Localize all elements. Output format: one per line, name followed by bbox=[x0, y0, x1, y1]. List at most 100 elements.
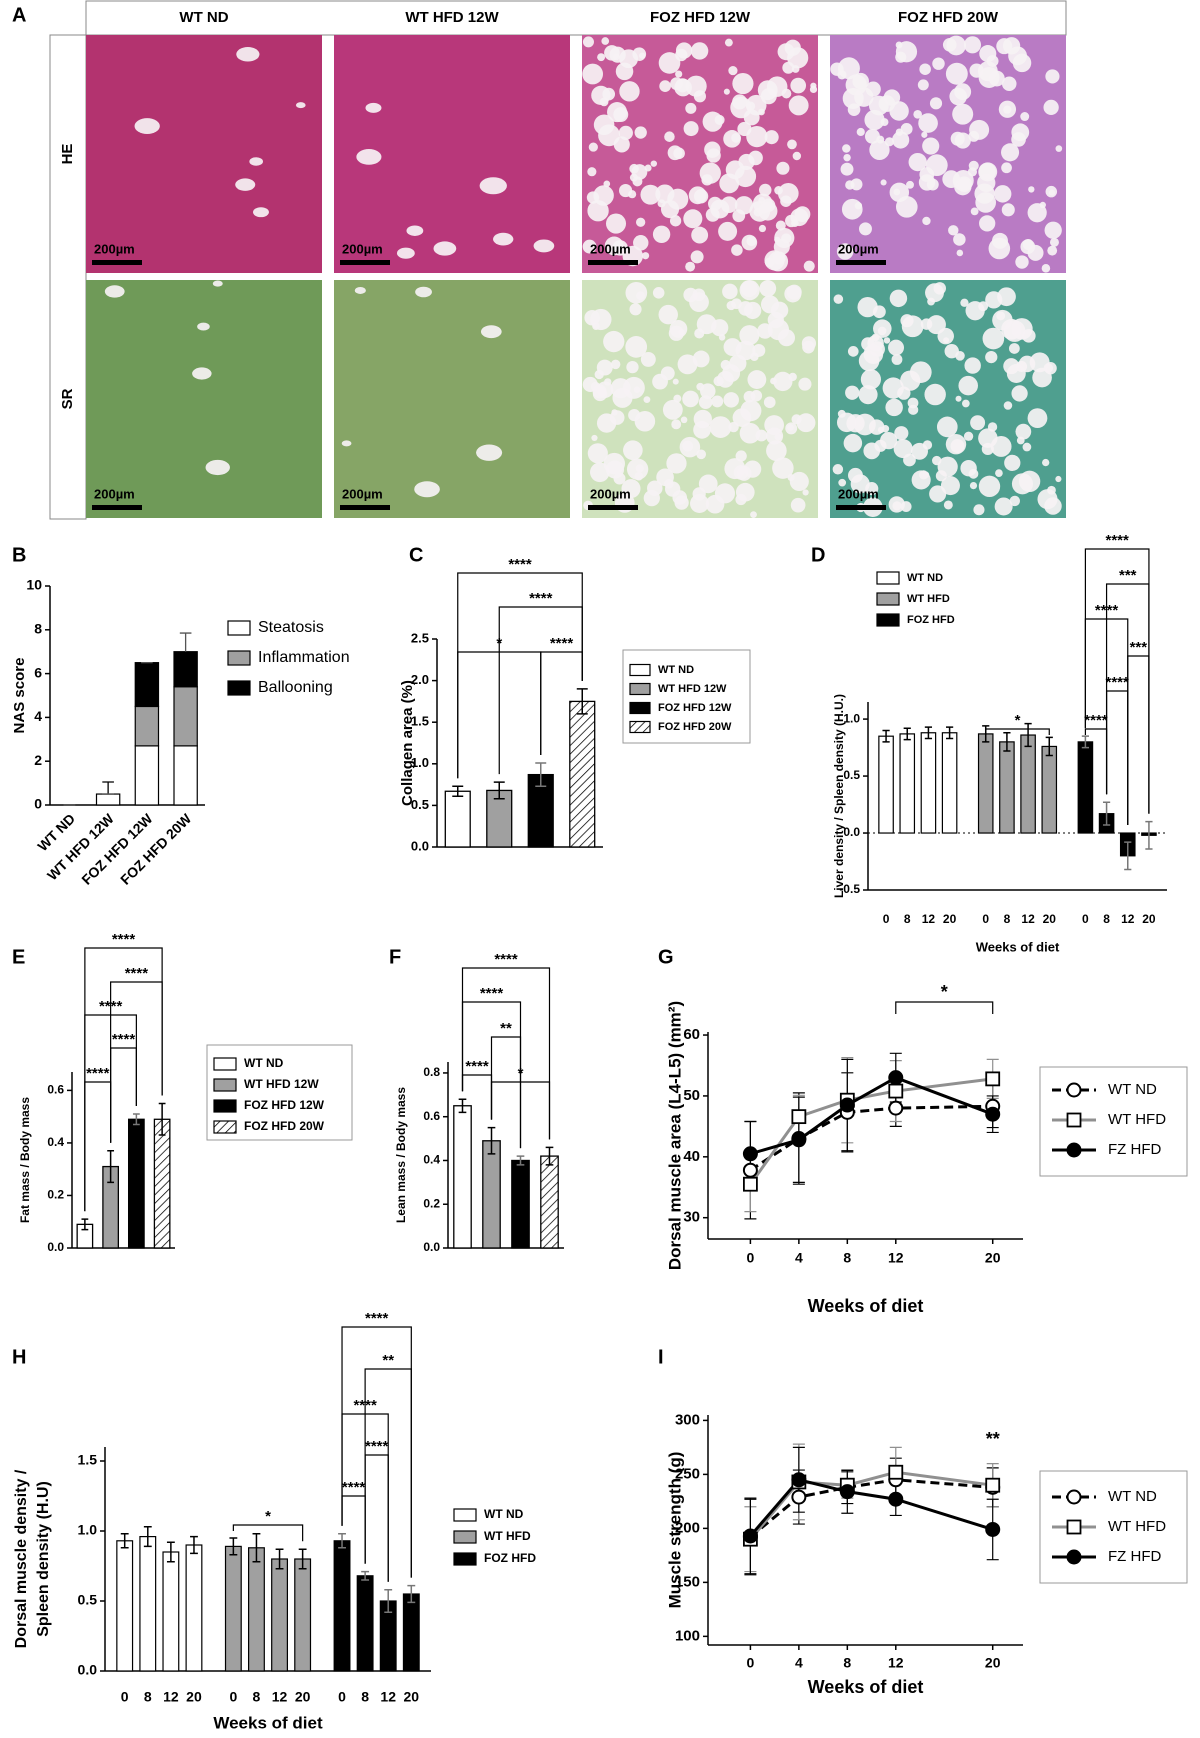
bar bbox=[116, 1540, 134, 1672]
lipid-droplet bbox=[741, 234, 758, 251]
significance-bracket bbox=[364, 1454, 389, 1582]
x-tick-label: 12 bbox=[888, 1655, 904, 1671]
lipid-droplet bbox=[613, 107, 629, 123]
error-bar bbox=[81, 1218, 89, 1231]
series-line bbox=[749, 1076, 994, 1156]
lipid-droplet bbox=[785, 422, 798, 435]
x-tick-label: 8 bbox=[904, 912, 911, 926]
lipid-droplet bbox=[628, 190, 637, 199]
error-bar bbox=[132, 1113, 140, 1126]
legend-label: WT HFD 12W bbox=[244, 1077, 319, 1091]
lipid-droplet bbox=[895, 41, 903, 49]
lipid-droplet bbox=[632, 176, 643, 187]
lipid-droplet bbox=[747, 370, 767, 389]
significance-label: **** bbox=[550, 635, 574, 652]
bar-hatch bbox=[154, 1119, 170, 1248]
significance-label: **** bbox=[508, 556, 532, 573]
lipid-droplet bbox=[788, 95, 809, 116]
bar bbox=[444, 790, 471, 848]
legend-swatch bbox=[876, 592, 900, 606]
lipid-droplet bbox=[803, 260, 815, 272]
lipid-droplet bbox=[711, 395, 724, 408]
x-tick-label: 8 bbox=[1103, 912, 1110, 926]
y-tick-label: 150 bbox=[675, 1573, 700, 1590]
error-bar bbox=[545, 1146, 554, 1166]
significance-label: * bbox=[1015, 712, 1021, 729]
lipid-droplet bbox=[869, 139, 890, 161]
lipid-droplet bbox=[854, 202, 863, 210]
x-tick-label: 12 bbox=[888, 1250, 904, 1266]
lipid-droplet bbox=[932, 57, 945, 70]
scale-bar bbox=[588, 505, 638, 510]
marker bbox=[985, 1071, 1001, 1087]
lipid-droplet bbox=[1018, 355, 1036, 373]
lipid-droplet bbox=[722, 364, 741, 383]
legend-label: FOZ HFD 12W bbox=[244, 1098, 325, 1112]
lipid-droplet bbox=[683, 209, 703, 229]
lipid-droplet bbox=[843, 433, 863, 453]
lipid-droplet bbox=[922, 216, 931, 226]
lipid-droplet bbox=[950, 131, 965, 146]
significance-bracket bbox=[895, 1001, 994, 1014]
bar-hatch bbox=[569, 701, 595, 847]
significance-label: ** bbox=[986, 1429, 1000, 1449]
lipid-droplet bbox=[1004, 454, 1021, 471]
lipid-droplet bbox=[739, 422, 761, 444]
significance-bracket bbox=[540, 651, 583, 755]
lipid-droplet bbox=[698, 474, 718, 494]
bar-segment bbox=[173, 686, 198, 747]
x-tick-label: 0 bbox=[1082, 912, 1089, 926]
error-bar bbox=[1102, 801, 1111, 826]
lipid-droplet bbox=[963, 431, 974, 441]
significance-label: **** bbox=[529, 590, 553, 607]
y-tick-label: 10 bbox=[26, 577, 42, 593]
bar bbox=[453, 1105, 472, 1249]
lipid-droplet bbox=[666, 453, 687, 474]
lipid-droplet bbox=[730, 96, 752, 119]
x-tick-label: 20 bbox=[1142, 912, 1156, 926]
lipid-droplet bbox=[1043, 99, 1059, 116]
lipid-droplet bbox=[979, 215, 996, 232]
significance-label: * bbox=[941, 982, 948, 1002]
lipid-droplet bbox=[635, 217, 646, 227]
lipid-droplet bbox=[882, 377, 904, 399]
lipid-droplet bbox=[748, 150, 763, 166]
error-bar bbox=[493, 781, 505, 800]
lipid-droplet bbox=[936, 416, 958, 438]
lipid-droplet bbox=[883, 337, 891, 344]
significance-bracket bbox=[341, 1495, 366, 1564]
significance-label: **** bbox=[112, 1031, 136, 1048]
legend-label: WT ND bbox=[907, 572, 943, 584]
error-bar bbox=[190, 1535, 198, 1555]
lipid-droplet bbox=[1047, 245, 1058, 256]
lipid-droplet bbox=[858, 385, 878, 405]
row-label: SR bbox=[59, 388, 76, 409]
legend-label: WT HFD bbox=[907, 593, 950, 605]
error-bar bbox=[166, 1541, 175, 1563]
y-tick-label: 0.5 bbox=[78, 1592, 98, 1608]
lipid-droplet bbox=[973, 504, 985, 516]
legend-swatch bbox=[213, 1099, 237, 1113]
x-tick-label: 0 bbox=[229, 1689, 237, 1705]
bar bbox=[999, 741, 1015, 834]
x-tick-label: 4 bbox=[795, 1655, 803, 1671]
x-tick-label: 20 bbox=[186, 1689, 202, 1705]
lipid-droplet bbox=[1028, 186, 1035, 193]
lipid-droplet bbox=[582, 239, 597, 254]
lipid-droplet bbox=[908, 404, 919, 415]
lipid-droplet bbox=[675, 70, 683, 78]
lipid-droplet bbox=[682, 440, 694, 452]
column-header: FOZ HFD 12W bbox=[650, 9, 751, 26]
lipid-droplet bbox=[1011, 385, 1028, 402]
lipid-droplet bbox=[634, 126, 647, 139]
y-tick-label: 300 bbox=[675, 1411, 700, 1428]
lipid-droplet bbox=[699, 162, 721, 184]
significance-bracket bbox=[498, 606, 583, 775]
significance-label: **** bbox=[99, 998, 123, 1015]
lipid-droplet bbox=[758, 201, 778, 221]
x-tick-label: 8 bbox=[144, 1689, 152, 1705]
lipid-droplet bbox=[739, 325, 760, 346]
lipid-droplet bbox=[953, 233, 966, 246]
vessel bbox=[406, 225, 424, 236]
significance-label: *** bbox=[1130, 639, 1148, 656]
